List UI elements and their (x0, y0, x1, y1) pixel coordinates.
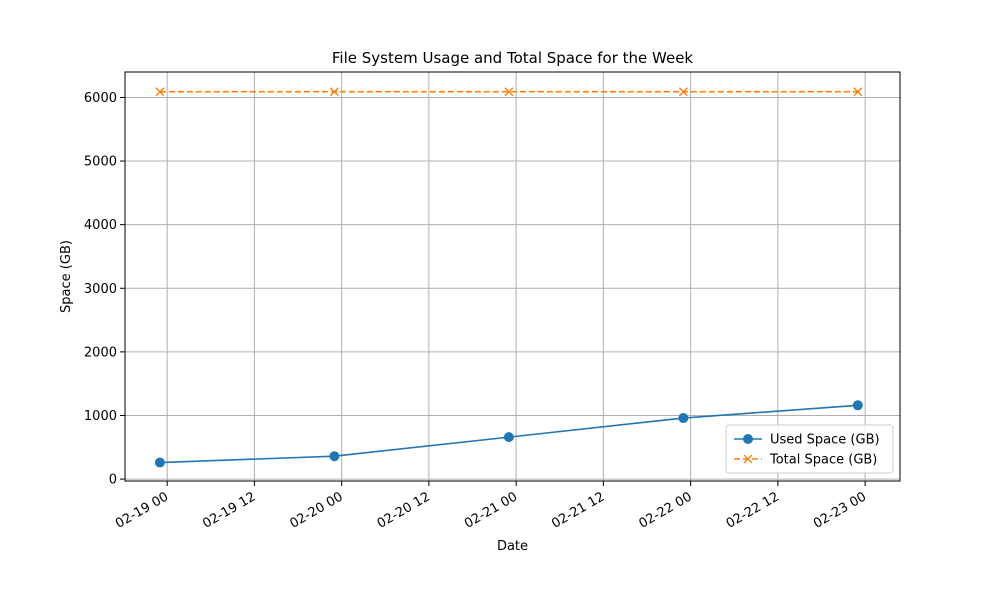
plot-area-frame (124, 71, 901, 482)
used-space-gb-point (852, 400, 863, 411)
total-space-gb-point (155, 87, 165, 97)
legend-marker (743, 434, 753, 444)
y-axis-label: Space (GB) (59, 240, 74, 313)
chart-title: File System Usage and Total Space for th… (332, 49, 694, 67)
legend-marker (743, 454, 753, 464)
series-layer (154, 87, 863, 468)
x-tick-label: 02-19 12 (200, 489, 258, 531)
y-tick-label: 3000 (84, 282, 117, 297)
total-space-gb-point (504, 87, 514, 97)
legend-label: Total Space (GB) (769, 453, 877, 468)
legend: Used Space (GB) Total Space (GB) (725, 424, 894, 474)
x-tick-label: 02-22 12 (724, 489, 782, 531)
y-tick-label: 4000 (84, 218, 117, 233)
x-tick-label: 02-19 00 (113, 489, 171, 531)
legend-item: Total Space (GB) (734, 453, 877, 468)
grid (125, 72, 900, 481)
y-tick-label: 5000 (84, 155, 117, 170)
x-axis-label: Date (497, 539, 528, 554)
legend-item: Used Space (GB) (734, 433, 880, 448)
used-space-gb-point (154, 457, 165, 468)
y-tick-label: 6000 (84, 91, 117, 106)
y-tick-label: 0 (109, 473, 117, 488)
total-space-gb-point (853, 87, 863, 97)
x-tick-label: 02-22 00 (636, 489, 694, 531)
x-tick-label: 02-20 00 (288, 489, 346, 531)
x-tick-label: 02-21 00 (462, 489, 520, 531)
x-tick-label: 02-20 12 (375, 489, 433, 531)
total-space-gb-point (678, 87, 688, 97)
legend-box (725, 424, 894, 474)
x-tick-label: 02-23 00 (811, 489, 869, 531)
used-space-gb-point (329, 451, 340, 462)
used-space-gb-series (154, 400, 863, 468)
y-tick-label: 1000 (84, 409, 117, 424)
legend-label: Used Space (GB) (770, 433, 880, 448)
used-space-gb-point (503, 432, 514, 443)
total-space-gb-point (329, 87, 339, 97)
total-space-gb-series (155, 87, 863, 97)
x-tick-label: 02-21 12 (549, 489, 607, 531)
y-tick-label: 2000 (84, 345, 117, 360)
x-axis-ticks: 02-19 00 02-19 12 02-20 00 02-20 12 02-21 00… (113, 481, 869, 532)
used-space-gb-point (678, 413, 689, 424)
y-axis-ticks: 0 1000 2000 3000 4000 5000 6000 (84, 91, 125, 488)
